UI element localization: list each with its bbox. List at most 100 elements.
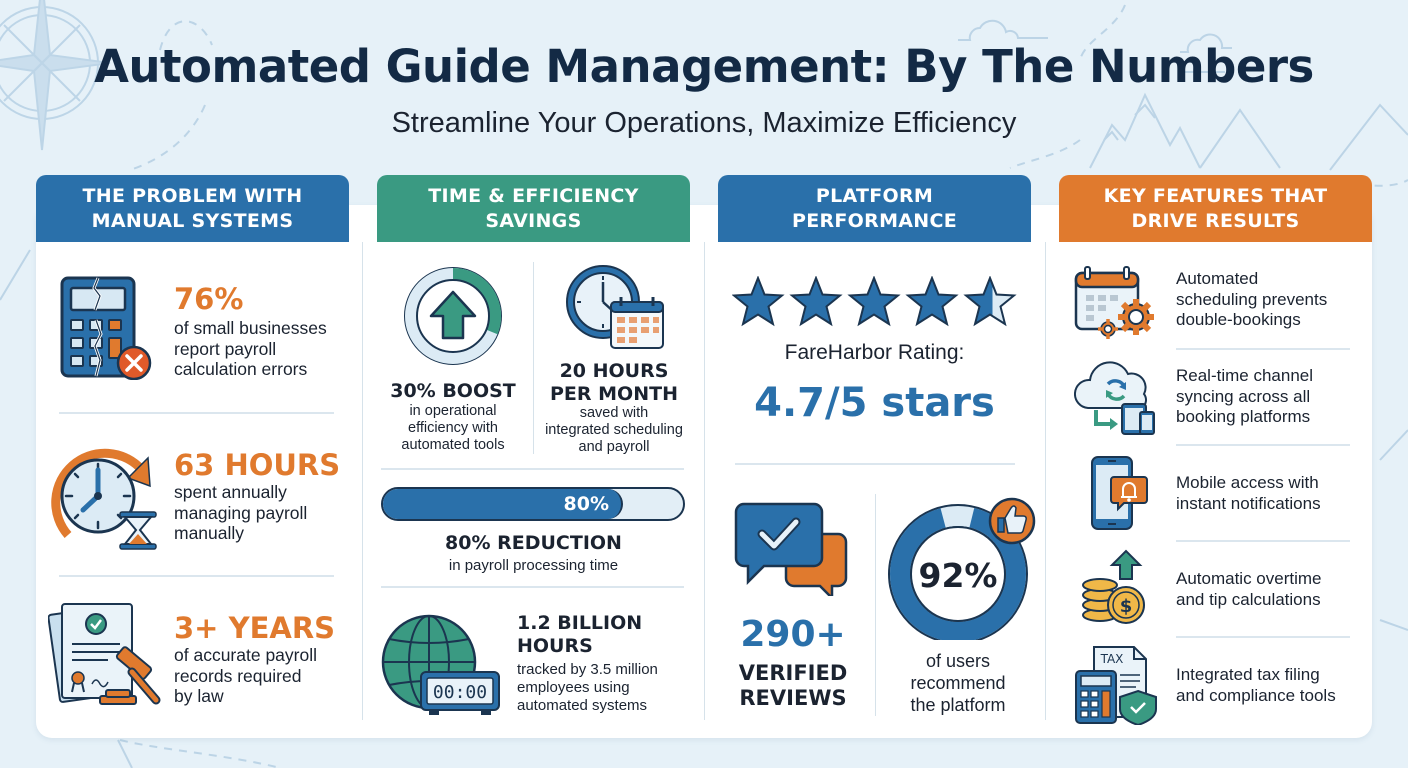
coins-growth-icon: $: [1082, 549, 1145, 624]
column-header-efficiency: TIME & EFFICIENCY SAVINGS: [377, 175, 690, 242]
reviews-value: 290+: [740, 614, 846, 655]
desc-line: saved with: [579, 405, 649, 421]
row-divider: [735, 463, 1015, 465]
column-header-problem: THE PROBLEM WITH MANUAL SYSTEMS: [36, 175, 349, 242]
column-divider: [362, 242, 363, 720]
desc-line: of small businesses: [174, 318, 327, 338]
stat-description: tracked by 3.5 million employees using a…: [517, 661, 658, 715]
feature-line: scheduling prevents: [1176, 289, 1328, 309]
header-line: DRIVE RESULTS: [1131, 209, 1300, 232]
feature-line: Real-time channel: [1176, 366, 1314, 385]
reduction-progress-bar: 80%: [381, 487, 685, 521]
calendar-gears-icon: [1074, 266, 1154, 339]
desc-line: automated tools: [401, 437, 505, 453]
stat-value: 80% REDUCTION: [445, 532, 622, 554]
column-performance: PLATFORM PERFORMANCE: [718, 175, 1031, 738]
header-line: TIME & EFFICIENCY: [428, 184, 639, 207]
feature-text: Automated scheduling prevents double-boo…: [1176, 269, 1327, 331]
row-divider: [381, 468, 684, 470]
feature-line: Integrated tax filing: [1176, 665, 1320, 684]
rating-label: FareHarbor Rating:: [784, 341, 965, 364]
recommend-description: of users recommend the platform: [880, 650, 1036, 716]
feature-line: syncing across all: [1176, 386, 1311, 406]
header-line: PLATFORM: [815, 184, 934, 207]
stat-value: 1.2 BILLION HOURS: [517, 612, 642, 658]
desc-line: report payroll: [174, 338, 277, 359]
header-line: PERFORMANCE: [791, 209, 958, 232]
feature-line: instant notifications: [1176, 493, 1321, 513]
cloud-sync-devices-icon: [1074, 361, 1155, 435]
desc-line: spent annually: [174, 482, 287, 502]
feature-text: Real-time channel syncing across all boo…: [1176, 366, 1313, 428]
row-divider: [1176, 540, 1350, 542]
desc-line: the platform: [910, 695, 1006, 715]
header-line: MANUAL SYSTEMS: [91, 209, 294, 232]
value-line: 1.2 BILLION: [517, 612, 643, 634]
globe-digital-clock-icon: 00:00: [381, 614, 500, 715]
legal-document-gavel-icon: [48, 603, 161, 705]
value-line: 20 HOURS: [559, 360, 669, 382]
desc-line: and payroll: [578, 439, 650, 455]
row-divider: [59, 575, 334, 577]
desc-line: managing payroll: [174, 502, 308, 523]
feature-text: Automatic overtime and tip calculations: [1176, 569, 1322, 610]
row-divider: [59, 412, 334, 414]
label-line: VERIFIED: [738, 661, 848, 685]
column-header-features: KEY FEATURES THAT DRIVE RESULTS: [1059, 175, 1372, 242]
rating-value: 4.7/5 stars: [754, 380, 995, 426]
row-divider: [1176, 348, 1350, 350]
svg-text:$: $: [1120, 596, 1133, 617]
star-icon: [791, 277, 841, 325]
feature-text: Integrated tax filing and compliance too…: [1176, 665, 1336, 706]
column-divider: [704, 242, 705, 720]
desc-line: efficiency with: [408, 420, 498, 436]
header-line: THE PROBLEM WITH: [82, 184, 303, 207]
reviews-label: VERIFIED REVIEWS: [728, 661, 858, 711]
broken-calculator-icon: [60, 276, 152, 380]
desc-line: records required: [174, 665, 302, 686]
star-icon: [733, 277, 783, 325]
column-efficiency: TIME & EFFICIENCY SAVINGS: [377, 175, 690, 738]
stat-description: of accurate payroll records required by …: [174, 645, 317, 707]
stat-value: 30% BOOST: [390, 380, 516, 402]
star-icon: [907, 277, 957, 325]
feature-line: and tip calculations: [1176, 589, 1321, 609]
feature-text: Mobile access with instant notifications: [1176, 473, 1321, 514]
desc-line: calculation errors: [174, 359, 308, 379]
stat-value: 63 HOURS: [174, 448, 341, 482]
feature-line: Automatic overtime: [1176, 569, 1322, 588]
inner-divider: [875, 494, 876, 716]
stat-description: spent annually managing payroll manually: [174, 482, 307, 544]
star-rating: [733, 277, 1015, 325]
row-divider: [381, 586, 684, 588]
desc-line: of accurate payroll: [174, 645, 317, 665]
stat-description: saved with integrated scheduling and pay…: [534, 405, 694, 456]
clock-hourglass-icon: [51, 448, 157, 550]
stat-description: of small businesses report payroll calcu…: [174, 318, 327, 380]
feature-line: Mobile access with: [1176, 473, 1319, 492]
svg-text:TAX: TAX: [1100, 652, 1124, 666]
column-header-performance: PLATFORM PERFORMANCE: [718, 175, 1031, 242]
page-subtitle: Streamline Your Operations, Maximize Eff…: [391, 107, 1017, 139]
desc-line: integrated scheduling: [545, 422, 683, 438]
feature-line: and compliance tools: [1176, 685, 1336, 705]
header-line: SAVINGS: [485, 209, 582, 232]
desc-line: employees using: [517, 679, 630, 696]
row-divider: [1176, 636, 1350, 638]
row-divider: [1176, 444, 1350, 446]
desc-line: automated systems: [517, 697, 648, 714]
thumbs-up-icon: [988, 497, 1036, 545]
progress-fill: 80%: [383, 489, 623, 519]
value-line: PER MONTH: [550, 383, 678, 405]
recommend-percent: 92%: [919, 556, 998, 595]
tax-calculator-shield-icon: TAX: [1075, 646, 1157, 725]
stat-value: 3+ YEARS: [174, 611, 336, 645]
stat-value: 20 HOURS PER MONTH: [534, 360, 694, 406]
stat-description: in payroll processing time: [448, 557, 619, 574]
feature-line: double-bookings: [1176, 310, 1301, 329]
stat-description: in operational efficiency with automated…: [380, 403, 526, 454]
progress-label: 80%: [563, 493, 609, 515]
desc-line: manually: [174, 523, 245, 543]
growth-arrow-ring-icon: [404, 267, 502, 365]
clock-calendar-icon: [566, 265, 664, 349]
